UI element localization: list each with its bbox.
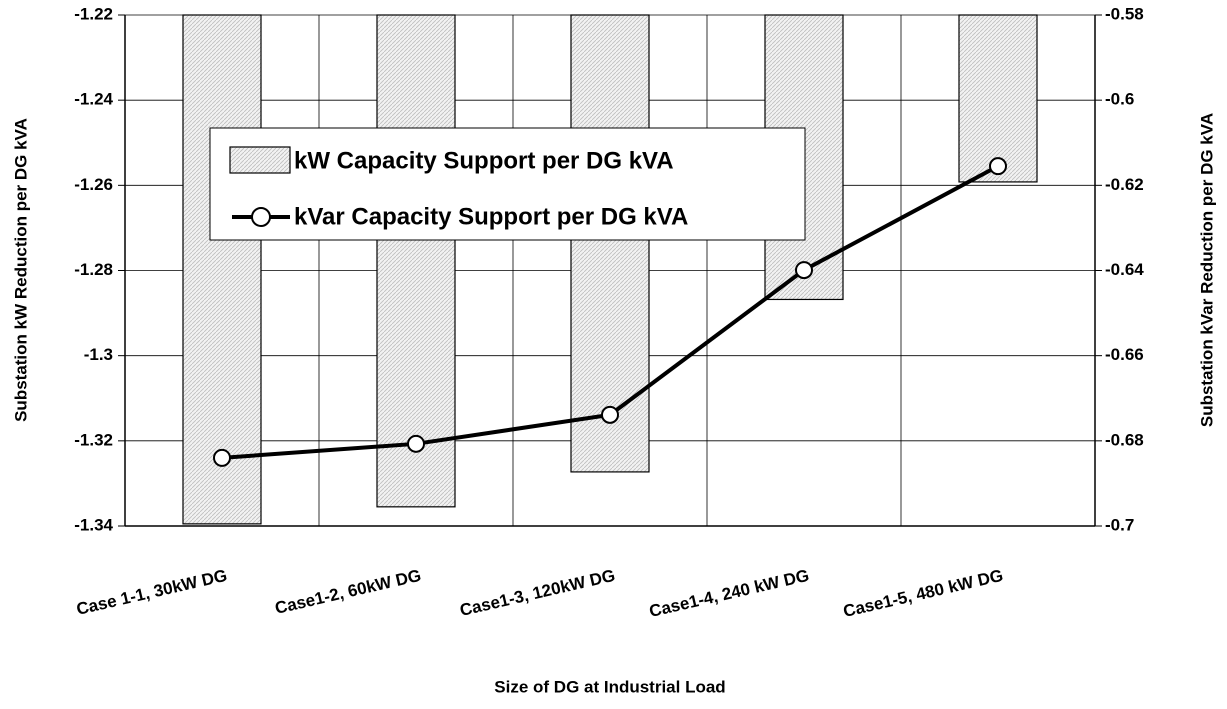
- y-tick-label: -1.24: [74, 90, 113, 109]
- y-tick-label: -1.28: [74, 260, 113, 279]
- y2-tick-label: -0.7: [1105, 515, 1134, 534]
- bar: [376, 14, 456, 508]
- y-tick-label: -1.32: [74, 430, 113, 449]
- y2-axis-title: Substation kVar Reduction per DG kVA: [1197, 113, 1216, 427]
- legend-swatch: [229, 146, 291, 174]
- legend: [209, 127, 806, 241]
- legend-label: kVar Capacity Support per DG kVA: [294, 203, 688, 230]
- y-tick-label: -1.3: [84, 345, 113, 364]
- x-axis-title: Size of DG at Industrial Load: [494, 677, 725, 696]
- x-tick-label: Case1-3, 120kW DG: [458, 566, 617, 620]
- y2-tick-label: -0.6: [1105, 90, 1134, 109]
- line-point: [601, 405, 619, 424]
- bar: [570, 14, 650, 473]
- legend-marker: [251, 207, 271, 227]
- y-axis-title: Substation kW Reduction per DG kVA: [11, 118, 30, 422]
- line-point: [795, 261, 813, 280]
- y2-tick-label: -0.68: [1105, 430, 1144, 449]
- y-tick-label: -1.22: [74, 4, 113, 23]
- x-tick-label: Case1-5, 480 kW DG: [841, 566, 1005, 621]
- x-tick-label: Case1-4, 240 kW DG: [647, 566, 811, 621]
- y2-tick-label: -0.62: [1105, 175, 1144, 194]
- bar: [958, 14, 1038, 183]
- line-point: [213, 448, 231, 467]
- y2-tick-label: -0.58: [1105, 4, 1144, 23]
- x-tick-label: Case 1-1, 30kW DG: [75, 566, 229, 619]
- y-tick-label: -1.34: [74, 515, 113, 534]
- x-tick-label: Case1-2, 60kW DG: [273, 566, 423, 618]
- line-point: [407, 434, 425, 453]
- y2-tick-label: -0.64: [1105, 260, 1144, 279]
- y2-tick-label: -0.66: [1105, 345, 1144, 364]
- bar: [182, 14, 262, 525]
- y-tick-label: -1.26: [74, 175, 113, 194]
- legend-label: kW Capacity Support per DG kVA: [294, 147, 674, 174]
- line-point: [989, 157, 1007, 176]
